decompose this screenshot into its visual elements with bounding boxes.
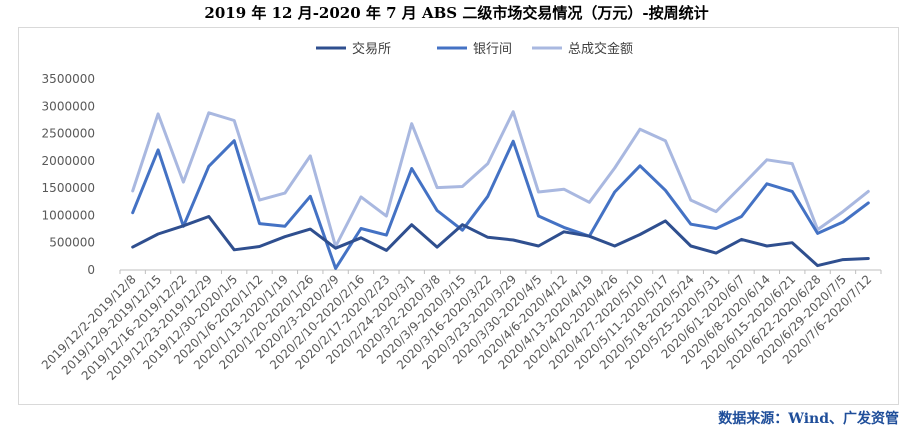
series-lines xyxy=(131,110,870,270)
x-axis: 2019/12/2-2019/12/82019/12/9-2019/12/152… xyxy=(39,269,882,383)
y-tick-label: 500000 xyxy=(49,236,95,250)
y-tick-label: 1500000 xyxy=(42,181,95,195)
series-line-0 xyxy=(131,215,870,268)
series-line-2 xyxy=(131,110,870,248)
y-axis: 0 500000 1000000 1500000 2000000 2500000 30000… xyxy=(42,72,95,277)
page-title: 2019 年 12 月-2020 年 7 月 ABS 二级市场交易情况（万元）-… xyxy=(204,4,709,22)
x-tick-label: 2019/12/16-2019/12/22 xyxy=(79,272,190,383)
legend-label-1: 银行间 xyxy=(473,42,512,57)
legend-label-2: 总成交金额 xyxy=(568,41,633,57)
y-tick-label: 2000000 xyxy=(42,154,95,168)
y-tick-label: 3500000 xyxy=(42,72,95,86)
chart-frame: 交易所 银行间 总成交金额 0 500000 1000000 1500000 2000000… xyxy=(18,27,899,405)
series-line-1 xyxy=(131,139,870,270)
y-tick-label: 1000000 xyxy=(42,208,95,222)
y-tick-label: 0 xyxy=(87,263,95,277)
y-tick-label: 2500000 xyxy=(42,127,95,141)
y-tick-label: 3000000 xyxy=(42,99,95,113)
source-note: 数据来源：Wind、广发资管 xyxy=(718,411,899,427)
legend: 交易所 银行间 总成交金额 xyxy=(316,41,633,57)
line-chart: 交易所 银行间 总成交金额 0 500000 1000000 1500000 2000000… xyxy=(39,41,882,383)
legend-label-0: 交易所 xyxy=(352,41,391,57)
